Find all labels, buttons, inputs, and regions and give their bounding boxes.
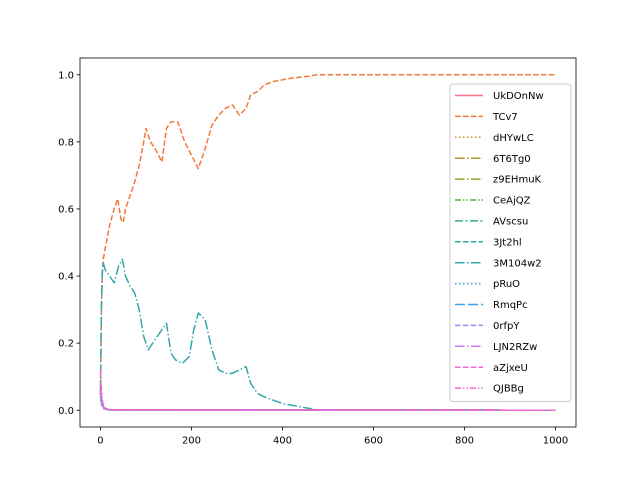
series-layer (99, 74, 556, 411)
series-line-3M104w2 (99, 258, 556, 411)
legend: UkDOnNw TCv7 dHYwLC 6T6Tg0 z9EHmuK CeAjQZ AVsc… (449, 83, 572, 402)
series-line-QJBBg (99, 369, 556, 411)
legend-label-3M104w2: 3M104w2 (493, 258, 542, 269)
y-tick-label: 0.0 (58, 406, 74, 417)
x-tick-label: 0 (97, 436, 103, 447)
y-tick-label: 0.2 (58, 339, 74, 350)
y-tick-label: 0.6 (58, 205, 74, 216)
y-tick-label: 0.8 (58, 137, 74, 148)
legend-label-QJBBg: QJBBg (493, 384, 524, 395)
legend-label-aZjxeU: aZjxeU (493, 363, 528, 374)
x-tick-label: 400 (273, 436, 292, 447)
legend-label-dHYwLC: dHYwLC (493, 133, 534, 144)
legend-label-CeAjQZ: CeAjQZ (493, 196, 531, 207)
x-tick-label: 800 (455, 436, 474, 447)
legend-label-pRuO: pRuO (493, 279, 520, 290)
legend-label-AVscsu: AVscsu (493, 217, 528, 228)
legend-label-3Jt2hl: 3Jt2hl (493, 237, 522, 248)
legend-label-UkDOnNw: UkDOnNw (493, 91, 544, 102)
series-line-TCv7 (99, 74, 556, 394)
x-tick-label: 1000 (543, 436, 568, 447)
x-tick-label: 600 (364, 436, 383, 447)
legend-label-0rfpY: 0rfpY (493, 321, 520, 332)
legend-label-6T6Tg0: 6T6Tg0 (493, 154, 531, 165)
y-tick-label: 0.4 (58, 272, 74, 283)
series-line-LJN2RZw (99, 390, 556, 411)
legend-label-TCv7: TCv7 (492, 112, 518, 123)
y-tick-label: 1.0 (58, 70, 74, 81)
legend-label-z9EHmuK: z9EHmuK (493, 175, 542, 186)
axes-frame (79, 57, 577, 428)
legend-box (449, 83, 572, 402)
axes-layer: 0 200 400 600 800 1000 0.0 0.2 0.4 0.6 0.8 1.0 (58, 57, 577, 447)
legend-label-LJN2RZw: LJN2RZw (493, 342, 537, 353)
legend-label-RmqPc: RmqPc (493, 300, 528, 311)
x-tick-label: 200 (182, 436, 201, 447)
